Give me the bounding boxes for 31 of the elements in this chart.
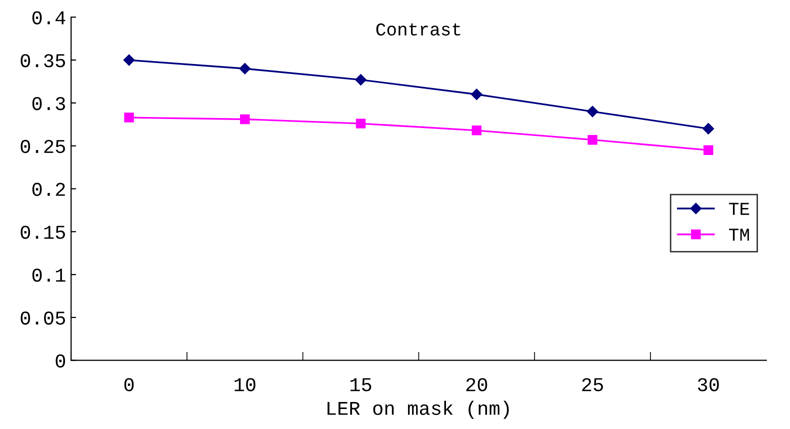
point xyxy=(355,74,366,86)
x-tick-label: 25 xyxy=(582,378,603,392)
y-tick-label: 0 xyxy=(56,354,66,368)
point xyxy=(588,134,598,145)
y-tick-label: 0.4 xyxy=(32,11,66,24)
y-tick-label: 0.25 xyxy=(20,140,65,154)
y-tick-label: 0.3 xyxy=(32,97,65,110)
chart-title: Contrast xyxy=(376,23,460,36)
point xyxy=(124,112,134,122)
point xyxy=(704,145,714,156)
x-tick-label: 20 xyxy=(466,378,488,392)
point xyxy=(240,114,250,124)
x-tick-label: 15 xyxy=(350,378,372,392)
point xyxy=(239,63,251,74)
y-tick-label: 0.2 xyxy=(32,182,65,196)
point xyxy=(702,123,714,134)
legend-label: TM xyxy=(729,228,749,241)
y-tick-label: 0.35 xyxy=(20,54,65,68)
point xyxy=(471,88,482,100)
y-tick-label: 0.1 xyxy=(32,268,66,282)
y-tick-label: 0.15 xyxy=(20,226,65,239)
point xyxy=(356,118,366,128)
x-tick-label: 30 xyxy=(698,378,719,392)
x-axis-title: LER on mask (nm) xyxy=(328,400,509,419)
x-tick-label: 0 xyxy=(124,378,134,392)
legend-label: TE xyxy=(729,202,750,215)
y-tick-label: 0.05 xyxy=(20,312,65,325)
point xyxy=(123,54,135,66)
point xyxy=(472,126,482,136)
x-tick-label: 10 xyxy=(234,378,256,392)
point xyxy=(586,106,598,118)
